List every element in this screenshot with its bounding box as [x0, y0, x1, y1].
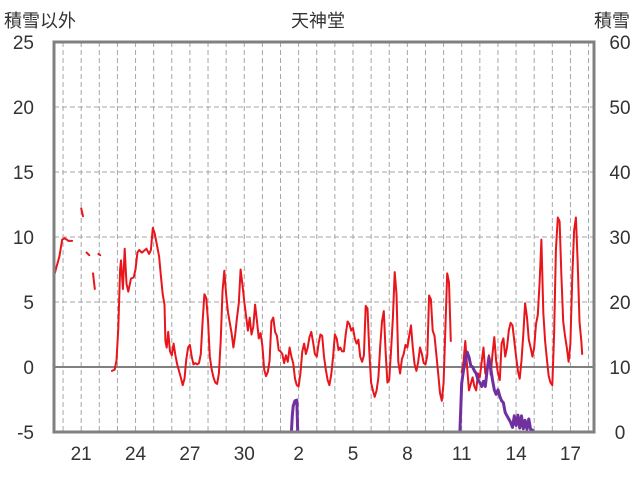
temperature-line	[85, 251, 91, 257]
temperature-line	[460, 216, 584, 392]
y-right-tick-label: 10	[609, 358, 630, 379]
snow-depth-line	[52, 350, 596, 434]
y-left-tick-label: 5	[23, 293, 34, 314]
y-left-tick-label: 0	[23, 358, 34, 379]
temperature-line	[97, 252, 102, 257]
y-right-tick-label: 40	[609, 163, 630, 184]
y-left-tick-label: 20	[13, 98, 34, 119]
y-right-tick-label: 20	[609, 293, 630, 314]
y-left-axis-label: 積雪以外	[4, 11, 76, 32]
y-right-tick-label: 50	[609, 98, 630, 119]
y-right-tick-label: 0	[615, 423, 626, 444]
y-right-axis-label: 積雪	[594, 11, 630, 32]
temperature-line	[80, 207, 84, 218]
x-tick-label: 8	[402, 444, 413, 465]
grid	[54, 42, 594, 432]
y-left-tick-label: 15	[13, 163, 34, 184]
temperature-line	[111, 226, 452, 402]
x-tick-label: 11	[452, 444, 472, 465]
y-right-tick-label: 60	[609, 33, 630, 54]
x-tick-label: 5	[348, 444, 359, 465]
y-left-ticks: 25 20 15 10 5 0 -5	[13, 33, 34, 444]
y-left-tick-label: -5	[17, 423, 34, 444]
x-tick-label: 17	[560, 444, 581, 465]
x-ticks: 21 24 27 30 2 5 8 11 14 17	[71, 444, 581, 465]
y-left-tick-label: 10	[13, 228, 34, 249]
x-tick-label: 14	[506, 444, 528, 465]
chart-title: 天神堂	[291, 11, 345, 32]
x-tick-label: 21	[71, 444, 92, 465]
y-right-tick-label: 30	[609, 228, 630, 249]
y-left-tick-label: 25	[13, 33, 34, 54]
plot-frame	[52, 40, 596, 434]
x-tick-label: 24	[125, 444, 147, 465]
temperature-line	[92, 272, 96, 290]
series-layer	[52, 207, 596, 434]
temperature-line	[53, 237, 74, 277]
x-tick-label: 30	[234, 444, 255, 465]
y-right-ticks: 60 50 40 30 20 10 0	[609, 33, 630, 444]
x-tick-label: 27	[179, 444, 200, 465]
x-tick-label: 2	[293, 444, 304, 465]
